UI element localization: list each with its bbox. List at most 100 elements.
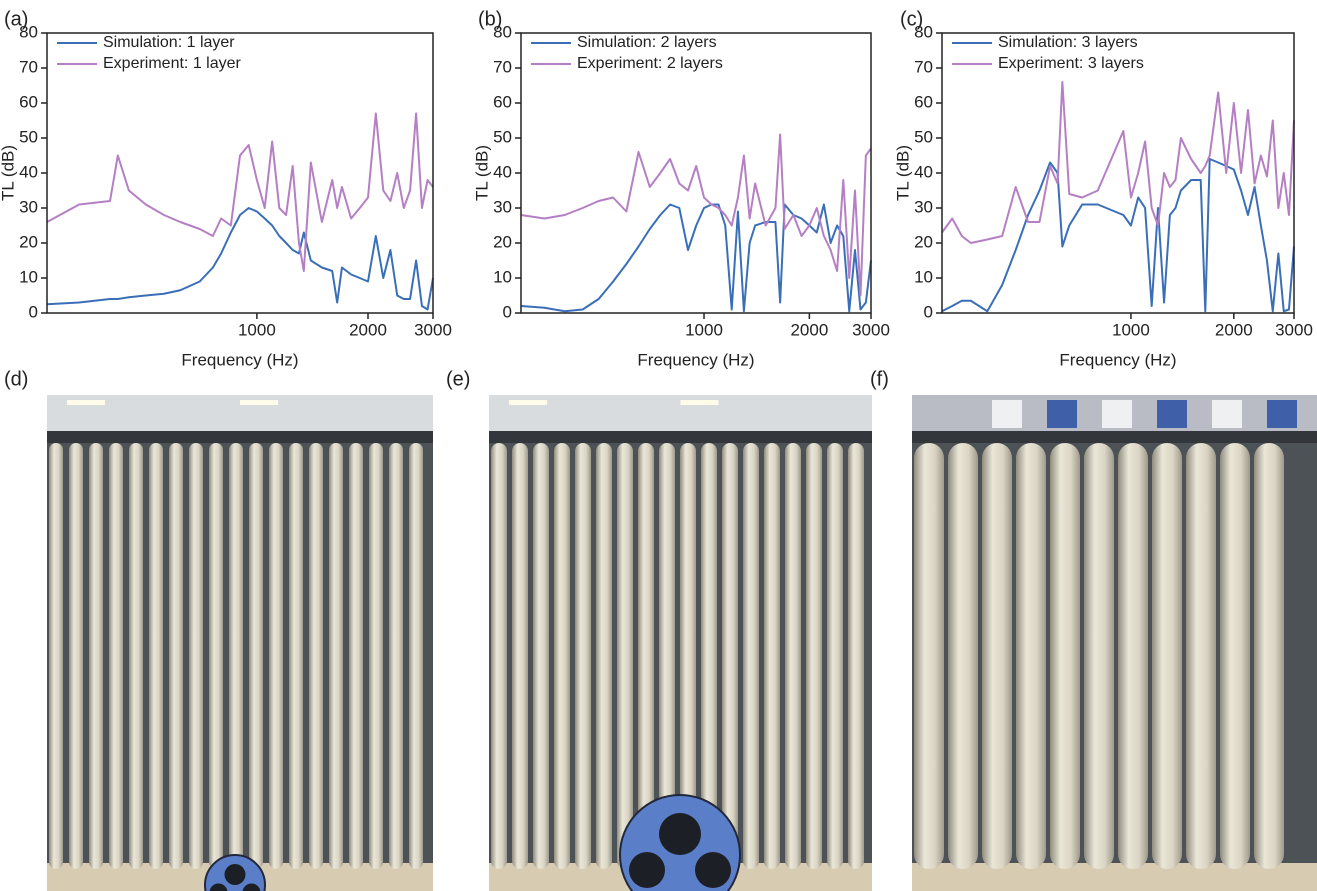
tube bbox=[1118, 443, 1148, 869]
series-line bbox=[46, 207, 434, 311]
tube bbox=[680, 443, 696, 869]
tube bbox=[309, 443, 323, 869]
panel-label: (d) bbox=[4, 368, 28, 390]
foam bbox=[1102, 400, 1132, 428]
tube bbox=[229, 443, 243, 869]
tube bbox=[512, 443, 528, 869]
series-line bbox=[46, 112, 434, 272]
y-tick-label: 40 bbox=[493, 162, 512, 181]
legend-label: Simulation: 1 layer bbox=[103, 34, 235, 51]
frame bbox=[489, 431, 872, 443]
tube bbox=[743, 443, 759, 869]
tube bbox=[369, 443, 383, 869]
tube bbox=[249, 443, 263, 869]
light bbox=[509, 400, 547, 405]
y-tick-label: 0 bbox=[503, 302, 512, 321]
series-line bbox=[941, 158, 1295, 313]
foam bbox=[1212, 400, 1242, 428]
x-tick-label: 1000 bbox=[1112, 320, 1150, 339]
frame bbox=[912, 431, 1317, 443]
photo bbox=[489, 395, 872, 891]
y-tick-label: 70 bbox=[493, 57, 512, 76]
tube bbox=[701, 443, 717, 869]
y-tick-label: 30 bbox=[19, 197, 38, 216]
panel-label: (b) bbox=[478, 8, 502, 30]
y-tick-label: 70 bbox=[914, 57, 933, 76]
floor bbox=[912, 863, 1317, 891]
x-tick-label: 1000 bbox=[685, 320, 723, 339]
y-tick-label: 50 bbox=[914, 127, 933, 146]
x-tick-label: 2000 bbox=[790, 320, 828, 339]
tube bbox=[806, 443, 822, 869]
tube bbox=[914, 443, 944, 869]
foam bbox=[1047, 400, 1077, 428]
x-tick-label: 3000 bbox=[852, 320, 890, 339]
y-tick-label: 80 bbox=[914, 22, 933, 41]
tube bbox=[409, 443, 423, 869]
panel-label: (a) bbox=[4, 8, 28, 30]
tube bbox=[1254, 443, 1284, 869]
speaker-driver bbox=[224, 864, 246, 885]
tube bbox=[389, 443, 403, 869]
speaker-driver bbox=[629, 852, 665, 888]
tube bbox=[575, 443, 591, 869]
series-line bbox=[520, 133, 872, 297]
series-line bbox=[520, 203, 872, 313]
y-axis-label: TL (dB) bbox=[472, 145, 491, 201]
tube bbox=[1152, 443, 1182, 869]
x-tick-label: 2000 bbox=[1215, 320, 1253, 339]
y-tick-label: 50 bbox=[19, 127, 38, 146]
tube bbox=[1016, 443, 1046, 869]
y-tick-label: 60 bbox=[493, 92, 512, 111]
x-tick-label: 3000 bbox=[414, 320, 452, 339]
tube bbox=[848, 443, 864, 869]
legend-label: Simulation: 2 layers bbox=[577, 34, 717, 51]
tube bbox=[554, 443, 570, 869]
tube bbox=[69, 443, 83, 869]
legend-label: Experiment: 3 layers bbox=[998, 55, 1144, 72]
tube bbox=[169, 443, 183, 869]
y-axis-label: TL (dB) bbox=[893, 145, 912, 201]
y-tick-label: 30 bbox=[493, 197, 512, 216]
x-tick-label: 2000 bbox=[349, 320, 387, 339]
tube bbox=[827, 443, 843, 869]
tube bbox=[596, 443, 612, 869]
x-tick-label: 3000 bbox=[1275, 320, 1313, 339]
series-line bbox=[941, 81, 1295, 244]
tube bbox=[49, 443, 63, 869]
legend-label: Experiment: 2 layers bbox=[577, 55, 723, 72]
legend-label: Experiment: 1 layer bbox=[103, 55, 242, 72]
plot-frame bbox=[520, 32, 872, 314]
speaker-driver bbox=[695, 852, 731, 888]
x-tick-label: 1000 bbox=[238, 320, 276, 339]
x-axis-label: Frequency (Hz) bbox=[637, 350, 754, 369]
speaker-driver bbox=[209, 883, 228, 891]
foam bbox=[1157, 400, 1187, 428]
tube bbox=[1186, 443, 1216, 869]
tube bbox=[617, 443, 633, 869]
foam bbox=[992, 400, 1022, 428]
y-tick-label: 20 bbox=[914, 232, 933, 251]
tube bbox=[129, 443, 143, 869]
tube bbox=[638, 443, 654, 869]
tube bbox=[209, 443, 223, 869]
tube bbox=[189, 443, 203, 869]
y-tick-label: 0 bbox=[924, 302, 933, 321]
plot-frame bbox=[941, 32, 1295, 314]
light bbox=[240, 400, 278, 405]
y-tick-label: 70 bbox=[19, 57, 38, 76]
light bbox=[67, 400, 105, 405]
panel-label: (e) bbox=[446, 368, 470, 390]
tube bbox=[491, 443, 507, 869]
tube bbox=[89, 443, 103, 869]
y-axis-label: TL (dB) bbox=[0, 145, 17, 201]
y-tick-label: 10 bbox=[19, 267, 38, 286]
tube bbox=[764, 443, 780, 869]
speaker-driver bbox=[242, 883, 261, 891]
tube bbox=[785, 443, 801, 869]
tube bbox=[1084, 443, 1114, 869]
tube bbox=[948, 443, 978, 869]
photo bbox=[47, 395, 433, 891]
y-tick-label: 40 bbox=[914, 162, 933, 181]
